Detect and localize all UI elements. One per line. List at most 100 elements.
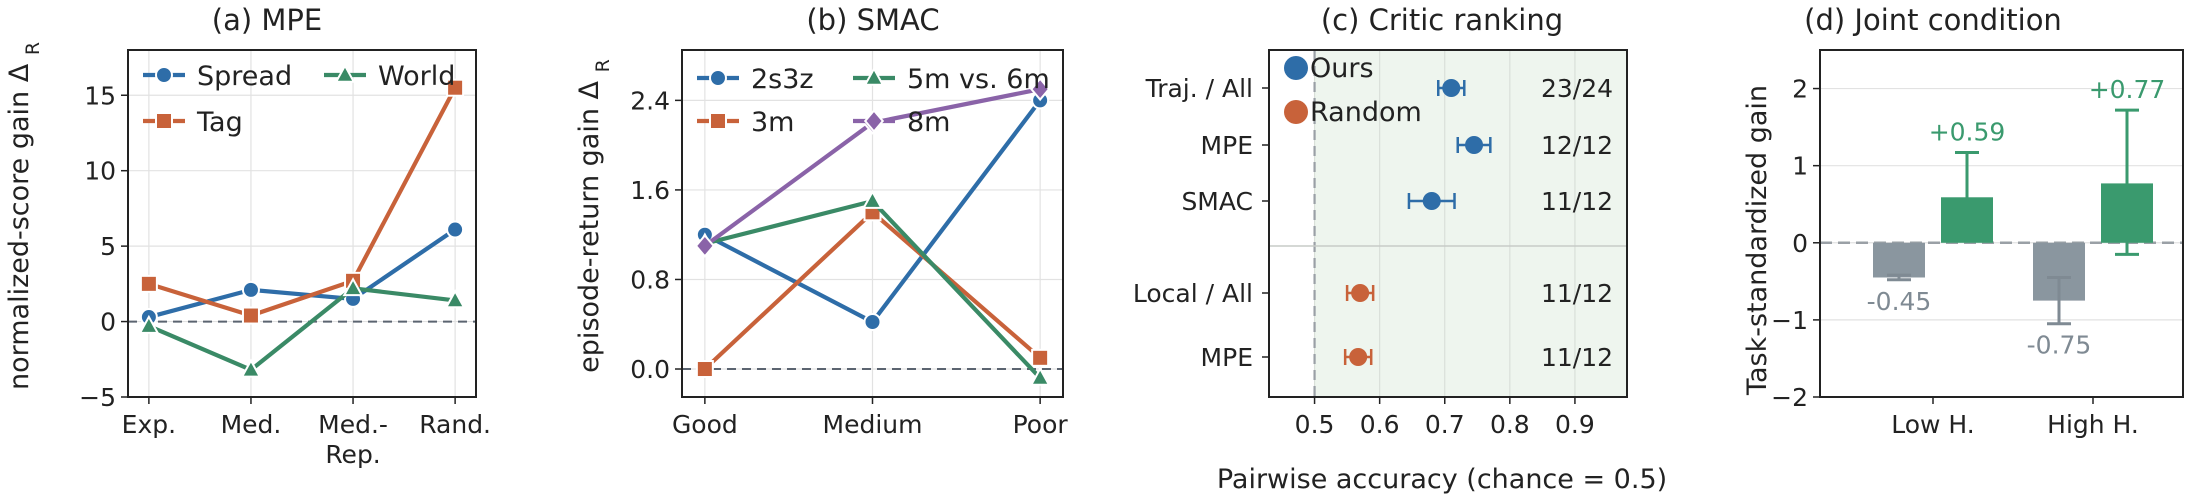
panel-a-ylabel-text: normalized-score gain Δ — [4, 63, 35, 390]
a-point — [446, 220, 465, 239]
b-ytick-label: 1.6 — [630, 176, 670, 205]
c-legend-label: Random — [1310, 97, 1422, 128]
d-ytick-label: 1 — [1792, 152, 1808, 181]
a-frame — [127, 49, 477, 398]
panel-a-title: (a) MPE — [212, 3, 322, 37]
a-legend-marker — [155, 112, 173, 130]
a-point — [139, 274, 158, 293]
panel-b-ylabel: episode-return gain Δ R — [574, 59, 614, 373]
a-ytick-label: −5 — [79, 383, 116, 412]
c-point — [1465, 136, 1484, 154]
panel-d-joint-condition: (d) Joint condition Task-standardized ga… — [1742, 3, 2184, 439]
a-point — [240, 358, 262, 378]
panel-a-ylabel: normalized-score gain Δ R — [4, 42, 44, 390]
c-count-label: 11/12 — [1541, 343, 1613, 372]
d-value-label: +0.59 — [1929, 118, 2006, 147]
c-xtick-label: 0.5 — [1295, 410, 1335, 439]
b-point — [695, 360, 714, 379]
c-point — [1351, 284, 1370, 302]
b-point — [1030, 77, 1051, 102]
a-ytick-label: 15 — [84, 81, 116, 110]
c-count-label: 11/12 — [1541, 279, 1613, 308]
b-ytick-label: 0.0 — [630, 355, 670, 384]
b-legend-marker — [863, 66, 885, 86]
a-legend-label: World — [378, 61, 455, 92]
c-point — [1422, 192, 1441, 210]
b-legend-marker — [863, 109, 885, 133]
a-legend-marker — [334, 63, 356, 83]
c-count-label: 11/12 — [1541, 187, 1613, 216]
d-ytick-label: 0 — [1792, 229, 1808, 258]
a-xtick-label: Rand. — [419, 410, 491, 439]
ylabel-subscript: R — [22, 42, 44, 55]
b-legend-marker — [709, 112, 727, 130]
panel-c-critic-ranking: (c) Critic ranking Pairwise accuracy (ch… — [1133, 3, 1667, 495]
a-xtick-label: Exp. — [122, 410, 176, 439]
b-point — [862, 189, 883, 209]
c-row-label: Traj. / All — [1145, 74, 1253, 103]
d-xtick-label: Low H. — [1891, 410, 1974, 439]
b-ytick-label: 2.4 — [630, 86, 670, 115]
c-point — [1442, 79, 1461, 97]
panel-c-title: (c) Critic ranking — [1321, 3, 1563, 37]
panel-b-title: (b) SMAC — [806, 3, 939, 37]
c-legend-marker — [1284, 56, 1308, 80]
a-xtick-label: Med.- — [318, 410, 388, 439]
b-legend-label: 5m vs. 6m — [907, 64, 1050, 95]
b-xtick-label: Good — [672, 410, 738, 439]
panel-d-title: (d) Joint condition — [1804, 3, 2062, 37]
b-legend-marker — [709, 69, 727, 87]
c-point — [1349, 348, 1368, 366]
d-bar — [1873, 242, 1925, 278]
a-series-line-world — [148, 286, 456, 372]
a-point — [241, 280, 260, 299]
ylabel-subscript: R — [592, 59, 614, 72]
c-xtick-label: 0.9 — [1555, 410, 1595, 439]
c-row-label: SMAC — [1181, 187, 1253, 216]
panel-c-xlabel: Pairwise accuracy (chance = 0.5) — [1217, 464, 1667, 495]
a-xtick-label: Rep. — [325, 440, 380, 469]
b-frame — [681, 49, 1064, 398]
c-xtick-label: 0.7 — [1425, 410, 1465, 439]
panel-b-ylabel-text: episode-return gain Δ — [574, 80, 605, 372]
panel-a-mpe: (a) MPE normalized-score gain Δ R −5 0 5 10… — [4, 3, 491, 469]
a-series-line-tag — [148, 86, 457, 318]
c-legend-marker — [1284, 100, 1308, 124]
d-ytick-label: −1 — [1771, 306, 1808, 335]
c-row-label: MPE — [1201, 343, 1253, 372]
c-legend-label: Ours — [1310, 53, 1374, 84]
a-point — [138, 314, 160, 334]
c-count-label: 12/12 — [1541, 131, 1613, 160]
panel-d-ylabel: Task-standardized gain — [1742, 85, 1773, 396]
a-ytick-label: 5 — [100, 232, 116, 261]
b-legend-label: 3m — [751, 107, 794, 138]
a-point — [444, 289, 466, 309]
c-frame — [1268, 49, 1628, 398]
a-xtick-label: Med. — [221, 410, 282, 439]
b-ytick-label: 0.8 — [630, 265, 670, 294]
d-xtick-label: High H. — [2047, 410, 2139, 439]
c-xtick-label: 0.6 — [1360, 410, 1400, 439]
panel-b-smac: (b) SMAC episode-return gain Δ R 0.0 0.8 1… — [574, 3, 1068, 439]
b-legend-label: 2s3z — [751, 64, 814, 95]
d-value-label: -0.75 — [2027, 331, 2092, 360]
b-xtick-label: Poor — [1013, 410, 1069, 439]
c-xtick-label: 0.8 — [1490, 410, 1530, 439]
d-value-label: +0.77 — [2089, 75, 2166, 104]
d-ytick-label: 2 — [1792, 75, 1808, 104]
d-ytick-label: −2 — [1771, 383, 1808, 412]
c-row-label: Local / All — [1133, 279, 1253, 308]
d-value-label: -0.45 — [1867, 287, 1932, 316]
b-point — [863, 313, 882, 332]
b-point — [1029, 366, 1051, 386]
a-point — [342, 277, 364, 297]
a-ytick-label: 10 — [84, 157, 116, 186]
b-point — [1031, 348, 1050, 367]
a-point — [241, 306, 260, 325]
a-point — [446, 78, 465, 97]
b-xtick-label: Medium — [823, 410, 923, 439]
b-point — [694, 233, 715, 258]
c-row-label: MPE — [1201, 131, 1253, 160]
d-frame — [1819, 49, 2184, 398]
